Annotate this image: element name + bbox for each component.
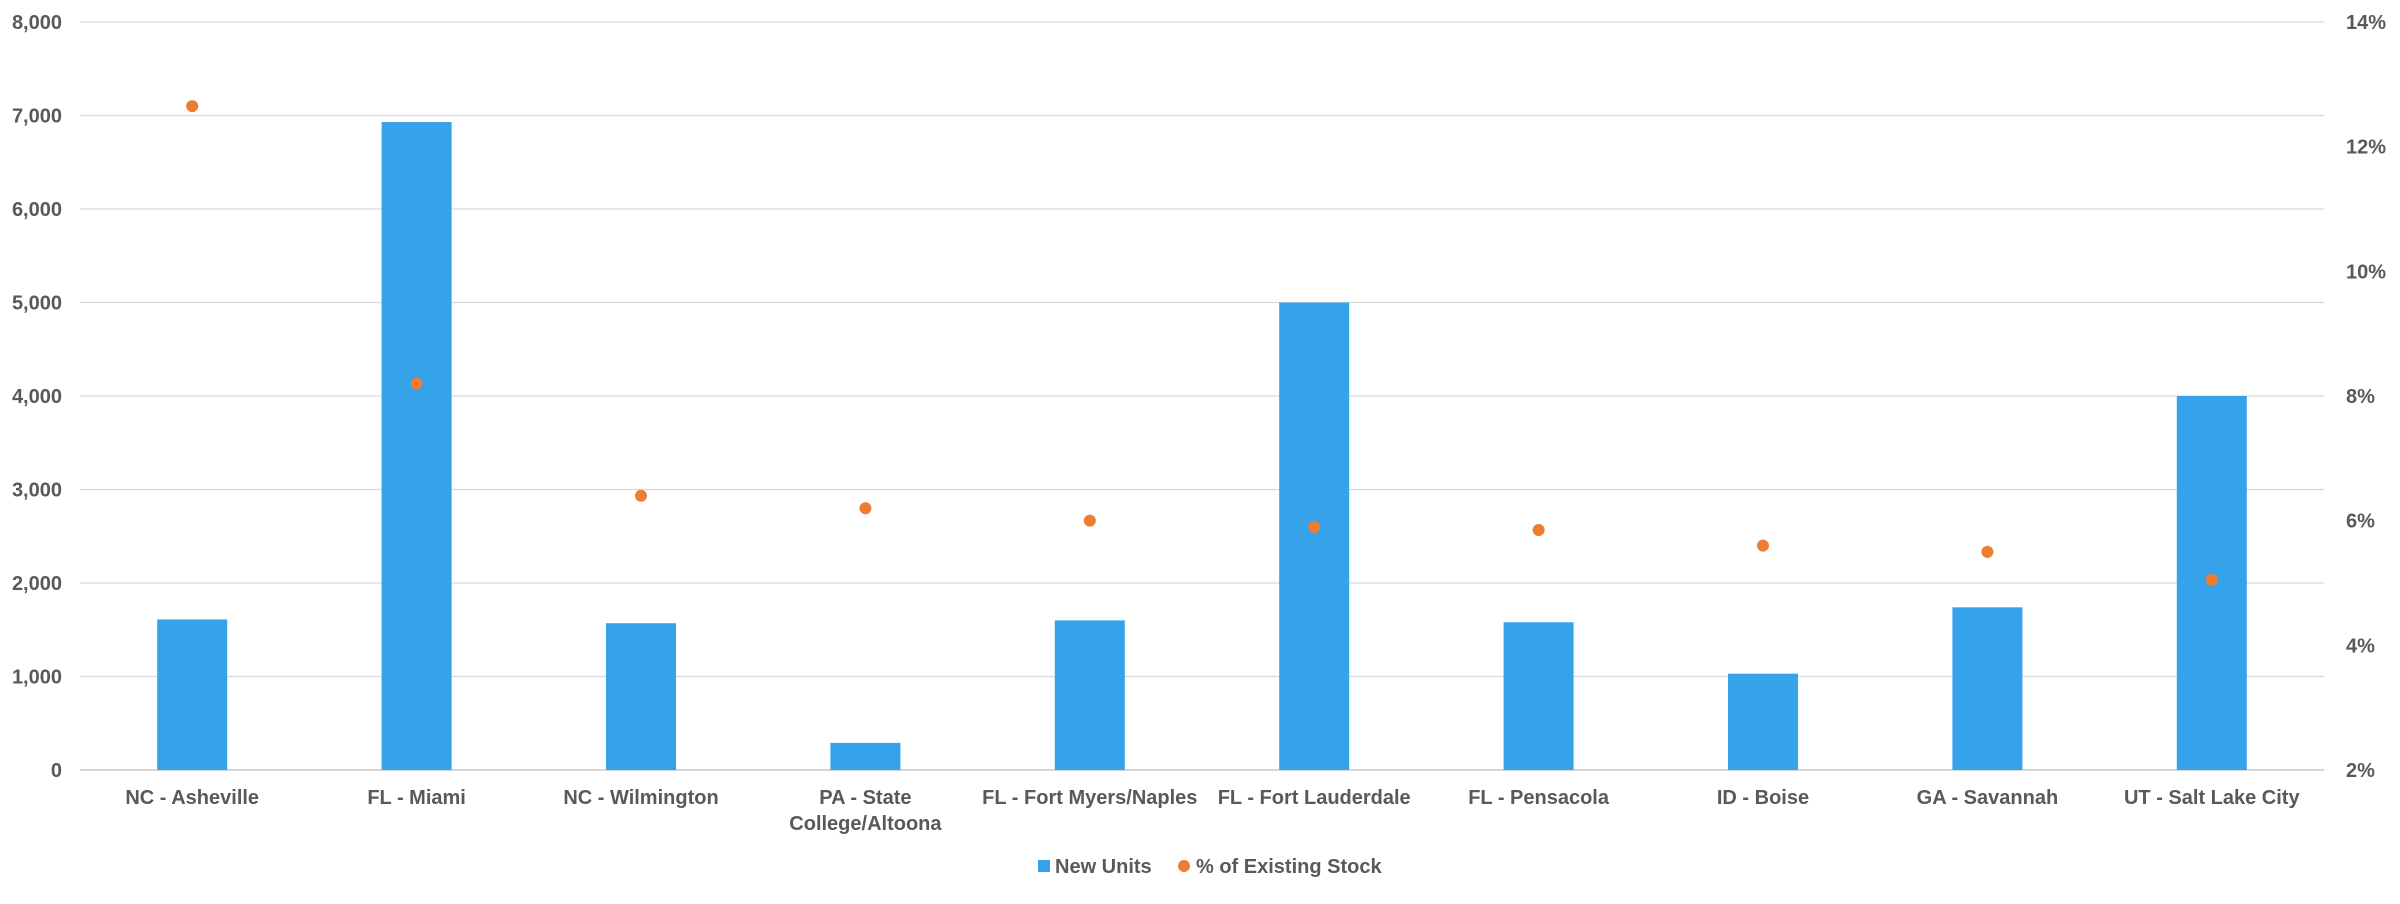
legend-swatch-new-units — [1038, 860, 1050, 872]
category-label: FL - Fort Lauderdale — [1218, 787, 1411, 809]
bar-new-units — [830, 742, 901, 770]
category-label: NC - Asheville — [125, 787, 259, 809]
y-left-tick-label: 1,000 — [12, 667, 62, 689]
existing-stock-series — [186, 100, 2218, 586]
y-left-tick-label: 0 — [51, 760, 62, 782]
category-label: PA - State College/Altoona — [789, 787, 942, 835]
y-axis-right: 2% 4% 6% 8% 10% 12% 14% — [2346, 12, 2386, 782]
y-right-tick-label: 6% — [2346, 511, 2375, 533]
y-left-tick-label: 5,000 — [12, 293, 62, 315]
y-left-tick-label: 6,000 — [12, 199, 62, 221]
point-existing-stock — [635, 489, 647, 502]
y-right-tick-label: 10% — [2346, 261, 2386, 283]
category-label: FL - Pensacola — [1468, 787, 1610, 809]
y-right-tick-label: 8% — [2346, 386, 2375, 408]
legend-swatch-existing-stock — [1178, 860, 1190, 872]
legend: New Units % of Existing Stock — [1038, 856, 1382, 878]
point-existing-stock — [1757, 539, 1769, 552]
bar-new-units — [381, 122, 452, 771]
y-left-tick-label: 3,000 — [12, 480, 62, 502]
y-left-tick-label: 8,000 — [12, 12, 62, 34]
bar-new-units — [1728, 673, 1798, 770]
y-left-tick-label: 7,000 — [12, 106, 62, 128]
y-right-tick-label: 2% — [2346, 760, 2375, 782]
y-right-tick-label: 14% — [2346, 12, 2386, 34]
category-label: NC - Wilmington — [563, 787, 718, 809]
gridlines — [80, 21, 2324, 771]
legend-label-new-units: New Units — [1055, 856, 1152, 878]
point-existing-stock — [1308, 520, 1321, 533]
y-right-tick-label: 12% — [2346, 137, 2386, 159]
bar-new-units — [1279, 302, 1350, 770]
y-right-tick-label: 4% — [2346, 635, 2375, 657]
bar-new-units — [1054, 620, 1125, 770]
bar-new-units — [157, 619, 228, 770]
x-axis-categories: NC - Asheville FL - Miami NC - Wilmington P… — [125, 787, 2300, 835]
category-label: ID - Boise — [1717, 787, 1809, 809]
point-existing-stock — [186, 100, 199, 113]
legend-label-existing-stock: % of Existing Stock — [1196, 856, 1382, 878]
point-existing-stock — [2205, 573, 2218, 586]
y-left-tick-label: 4,000 — [12, 386, 62, 408]
point-existing-stock — [1981, 545, 1994, 558]
category-label: UT - Salt Lake City — [2124, 787, 2300, 809]
point-existing-stock — [1532, 524, 1545, 537]
point-existing-stock — [1083, 514, 1096, 527]
category-label: GA - Savannah — [1917, 787, 2059, 809]
category-label: FL - Fort Myers/Naples — [982, 787, 1197, 809]
bar-new-units — [1503, 622, 1574, 770]
point-existing-stock — [410, 377, 423, 390]
category-label: FL - Miami — [367, 787, 466, 809]
bar-new-units — [606, 623, 676, 770]
bar-new-units — [1952, 607, 2023, 770]
point-existing-stock — [859, 502, 872, 515]
new-units-series — [157, 122, 2247, 771]
y-axis-left: 0 1,000 2,000 3,000 4,000 5,000 6,000 7,000 8,00… — [12, 12, 62, 782]
y-left-tick-label: 2,000 — [12, 573, 62, 595]
